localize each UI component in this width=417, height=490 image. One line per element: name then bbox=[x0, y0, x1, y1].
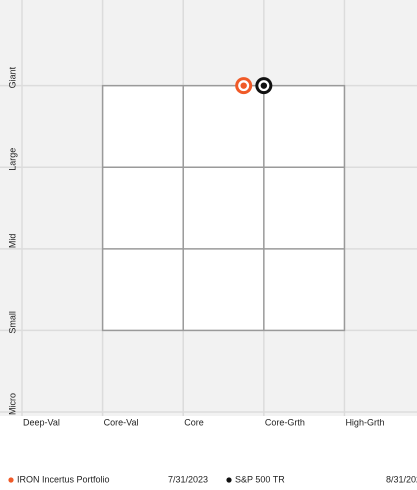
legend-marker bbox=[226, 477, 232, 483]
legend-label: S&P 500 TR bbox=[235, 474, 285, 484]
data-point bbox=[255, 77, 273, 95]
x-tick-label: Core-Grth bbox=[265, 417, 305, 427]
x-tick-label: Core bbox=[184, 417, 204, 427]
y-tick-label: Small bbox=[7, 311, 17, 334]
x-tick-label: Deep-Val bbox=[23, 417, 60, 427]
y-tick-label: Micro bbox=[7, 393, 17, 415]
x-tick-label: High-Grth bbox=[345, 417, 384, 427]
data-point bbox=[235, 77, 253, 95]
style-box bbox=[101, 84, 346, 332]
y-tick-label: Mid bbox=[7, 234, 17, 249]
data-point-core bbox=[260, 82, 268, 89]
x-tick-label: Core-Val bbox=[104, 417, 139, 427]
y-tick-label: Large bbox=[7, 148, 17, 171]
legend-label: IRON Incertus Portfolio bbox=[17, 474, 110, 484]
y-tick-label: Giant bbox=[7, 66, 17, 88]
legend-marker bbox=[8, 477, 14, 483]
legend-date: 8/31/2023 bbox=[386, 474, 417, 484]
legend-date: 7/31/2023 bbox=[168, 474, 208, 484]
data-point-core bbox=[240, 82, 247, 89]
